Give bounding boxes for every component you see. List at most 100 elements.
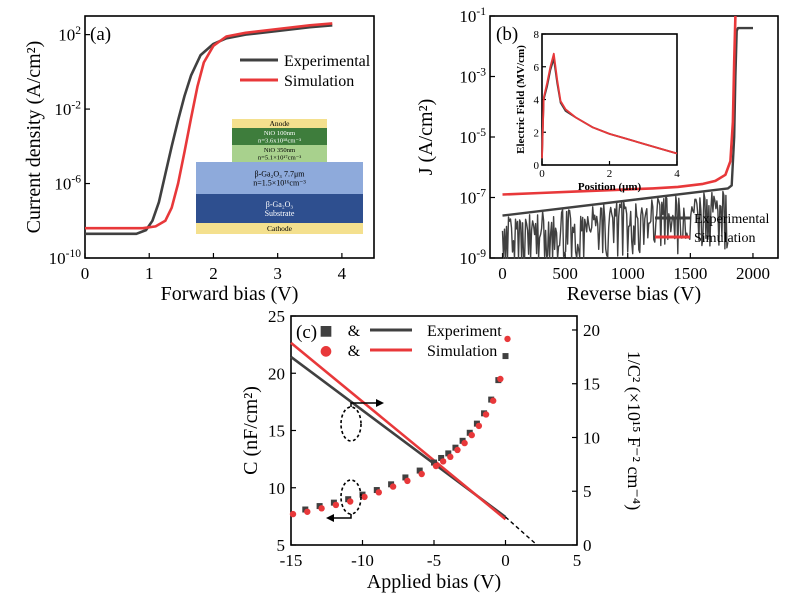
inset-y-tick-label: 8	[534, 29, 540, 41]
inset-y-tick-label: 4	[534, 95, 540, 107]
simulation-marker-c	[504, 335, 511, 343]
y-tick-label-c: 15	[268, 422, 285, 441]
panel-label-b: (b)	[496, 24, 518, 45]
legend-amp-c: &	[348, 343, 361, 360]
device-layer	[232, 119, 327, 128]
y-tick-label-b: 10-5	[459, 126, 486, 147]
simulation-marker-c	[497, 375, 504, 383]
y-tick-label-a: 10-10	[49, 247, 82, 268]
device-layer	[232, 145, 327, 162]
ellipse-marker-upper	[340, 406, 362, 442]
y-tick-label-c: 25	[268, 307, 285, 326]
experimental-curve-a	[85, 24, 333, 236]
simulation-marker-c	[318, 505, 325, 512]
inset-y-tick-label: 0	[534, 160, 540, 172]
experiment-marker-c	[438, 454, 445, 461]
inset-x-axis-label: Position (μm)	[578, 181, 642, 193]
y-tick-label-a: 102	[58, 24, 81, 45]
x-tick-label-b: 1500	[673, 264, 707, 283]
simulation-marker-c	[347, 498, 354, 505]
legend-label-b: Simulation	[694, 231, 755, 246]
simulation-curve-b	[502, 15, 737, 196]
inset-y-tick-label: 2	[534, 127, 540, 139]
legend-label-c: Experiment	[427, 323, 502, 340]
x-axis-label-b: Reverse bias (V)	[567, 283, 701, 305]
x-tick-label-a: 3	[273, 264, 282, 283]
arrow-left-axis	[330, 514, 352, 519]
experiment-marker-c	[402, 474, 409, 481]
simulation-curve-a	[85, 22, 333, 230]
simulation-marker-c	[404, 477, 411, 485]
x-tick-label-a: 0	[81, 264, 90, 283]
legend-label-a: Experimental	[284, 53, 371, 70]
panel-label-c: (c)	[296, 322, 317, 343]
x-tick-label-c: 5	[573, 551, 582, 570]
experiment-marker-c	[431, 459, 437, 466]
device-layer-label: NiO 350nm	[264, 147, 296, 154]
device-layer-label: Cathode	[267, 224, 293, 233]
inset-x-tick-label: 4	[674, 168, 680, 180]
y-tick-label-c: 5	[277, 536, 286, 555]
device-layer	[196, 194, 363, 223]
x-tick-label-c: -15	[280, 551, 303, 570]
device-layer-label: n=1.5×10¹⁶cm⁻³	[253, 178, 306, 187]
legend-marker-c: ●	[320, 343, 332, 359]
inset-x-tick-label: 0	[539, 168, 545, 180]
legend-marker-c: ■	[319, 323, 332, 339]
y2-tick-label-c: 15	[583, 375, 600, 394]
y2-tick-label-c: 5	[583, 482, 592, 501]
x-tick-label-b: 2000	[736, 264, 770, 283]
x-axis-label-a: Forward bias (V)	[161, 283, 299, 305]
y-tick-label-a: 10-6	[54, 173, 81, 194]
y-axis-label-c: C (nF/cm²)	[240, 386, 262, 475]
legend-label-b: Experimental	[694, 212, 770, 227]
experiment-marker-c	[416, 467, 423, 474]
device-layer-label: β-Ga₂O₃	[266, 200, 294, 209]
ellipse-marker-lower	[340, 479, 362, 515]
simulation-marker-c	[461, 439, 468, 447]
device-layer	[196, 223, 363, 234]
simulation-marker-c	[454, 446, 461, 454]
y-axis-label-b: J (A/cm²)	[415, 99, 437, 176]
y-tick-label-c: 20	[268, 364, 285, 383]
simulation-marker-c	[439, 458, 447, 465]
x-tick-label-a: 2	[209, 264, 218, 283]
simulation-marker-c	[482, 411, 490, 418]
legend-label-c: Simulation	[427, 343, 497, 360]
simulation-marker-c	[361, 493, 368, 501]
x-axis-label-c: Applied bias (V)	[367, 571, 501, 593]
device-layer	[232, 128, 327, 145]
legend-label-a: Simulation	[284, 73, 354, 90]
x-tick-label-c: 0	[501, 551, 510, 570]
axes-frame-a	[84, 15, 375, 259]
simulation-line-c	[290, 341, 507, 521]
simulation-marker-c	[289, 510, 297, 518]
panel-label-a: (a)	[90, 24, 111, 45]
simulation-marker-c	[418, 470, 425, 478]
y2-tick-label-c: 20	[583, 321, 600, 340]
x-tick-label-b: 1000	[611, 264, 645, 283]
simulation-marker-c	[475, 422, 483, 430]
inset-experimental-curve	[541, 57, 678, 157]
experimental-curve-b	[502, 26, 753, 217]
experiment-marker-c	[502, 353, 509, 360]
simulation-marker-c	[332, 501, 340, 509]
device-layer-label: n=5.1×10¹⁷cm⁻³	[258, 155, 301, 162]
x-tick-label-c: -10	[351, 551, 374, 570]
x-tick-label-a: 4	[338, 264, 347, 283]
simulation-marker-c	[304, 508, 311, 515]
simulation-marker-c	[490, 397, 497, 404]
legend-amp-c: &	[348, 323, 361, 340]
experimental-noise-b	[501, 190, 729, 259]
panel-b: 0 500 1000 1500 2000 10-9 10-7 10-5 10-3 10-1 Reve…	[415, 5, 779, 305]
inset-y-axis-label: Electric Field (MV/cm)	[515, 45, 527, 154]
y-axis-label-a: Current density (A/cm²)	[23, 41, 45, 234]
inset-frame	[541, 33, 678, 166]
y-tick-label-b: 10-1	[459, 5, 486, 26]
y2-tick-label-c: 10	[583, 428, 600, 447]
arrow-right-head	[376, 399, 384, 407]
device-layer-label: NiO 100nm	[264, 130, 296, 137]
simulation-marker-c	[432, 462, 440, 470]
